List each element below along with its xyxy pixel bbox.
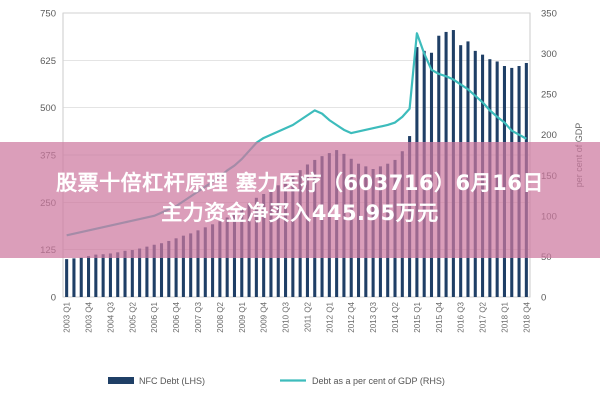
bar	[218, 221, 222, 297]
x-tick-label: 2006 Q4	[172, 301, 181, 332]
bar	[94, 254, 98, 297]
bar	[72, 258, 76, 297]
legend-label-line: Debt as a per cent of GDP (RHS)	[312, 376, 445, 386]
banner-line-1: 股票十倍杠杆原理 塞力医疗（603716）6月16日	[56, 171, 544, 195]
bar	[130, 250, 134, 297]
x-tick-label: 2013 Q3	[369, 301, 378, 332]
x-tick-label: 2011 Q2	[303, 301, 312, 332]
y-right-tick-label: 200	[541, 130, 557, 141]
y-left-tick-label: 500	[40, 103, 56, 114]
x-tick-label: 2012 Q1	[325, 301, 334, 332]
x-tick-label: 2010 Q3	[282, 301, 291, 332]
x-tick-label: 2015 Q1	[413, 301, 422, 332]
bar	[138, 248, 142, 297]
bar	[159, 243, 164, 297]
banner-line-2: 主力资金净买入445.95万元	[161, 201, 439, 225]
x-tick-label: 2009 Q4	[260, 301, 269, 332]
y-right-tick-label: 0	[541, 293, 546, 304]
x-tick-label: 2007 Q3	[194, 301, 203, 332]
y-right-tick-label: 350	[541, 9, 557, 20]
bar	[211, 224, 215, 297]
bar	[189, 233, 193, 297]
banner-text: 股票十倍杠杆原理 塞力医疗（603716）6月16日 主力资金净买入445.95…	[0, 168, 600, 228]
promo-banner	[0, 142, 600, 258]
x-tick-label: 2005 Q2	[128, 301, 137, 332]
x-tick-label: 2008 Q2	[216, 301, 225, 332]
bar	[181, 235, 185, 297]
x-tick-label: 2004 Q3	[106, 301, 115, 332]
bar	[101, 254, 105, 297]
y-left-tick-label: 750	[40, 9, 56, 20]
y-left-tick-label: 625	[40, 56, 56, 67]
x-tick-label: 2003 Q1	[63, 301, 72, 332]
x-tick-label: 2018 Q1	[501, 301, 510, 332]
bar	[108, 253, 112, 297]
y-right-tick-label: 300	[541, 49, 557, 60]
x-tick-label: 2017 Q2	[479, 301, 488, 332]
bar	[203, 227, 207, 297]
x-tick-label: 2015 Q4	[435, 301, 444, 332]
bar	[123, 250, 127, 297]
bar	[87, 256, 91, 297]
bar	[152, 244, 156, 297]
legend-swatch-bars	[108, 377, 134, 384]
x-tick-label: 2018 Q4	[522, 301, 531, 332]
bar	[167, 240, 171, 297]
bar	[145, 246, 149, 297]
x-tick-label: 2014 Q2	[391, 301, 400, 332]
x-tick-label: 2003 Q4	[85, 301, 94, 332]
legend-label-bars: NFC Debt (LHS)	[139, 376, 205, 386]
x-tick-label: 2016 Q3	[457, 301, 466, 332]
bar	[196, 230, 200, 297]
y-left-tick-label: 0	[51, 293, 56, 304]
bar	[174, 238, 178, 297]
x-tick-label: 2009 Q1	[238, 301, 247, 332]
bar	[65, 259, 69, 297]
bar	[79, 257, 83, 297]
y-right-tick-label: 250	[541, 90, 557, 101]
x-tick-label: 2012 Q4	[347, 301, 356, 332]
x-tick-label: 2006 Q1	[150, 301, 159, 332]
bar	[116, 252, 120, 297]
